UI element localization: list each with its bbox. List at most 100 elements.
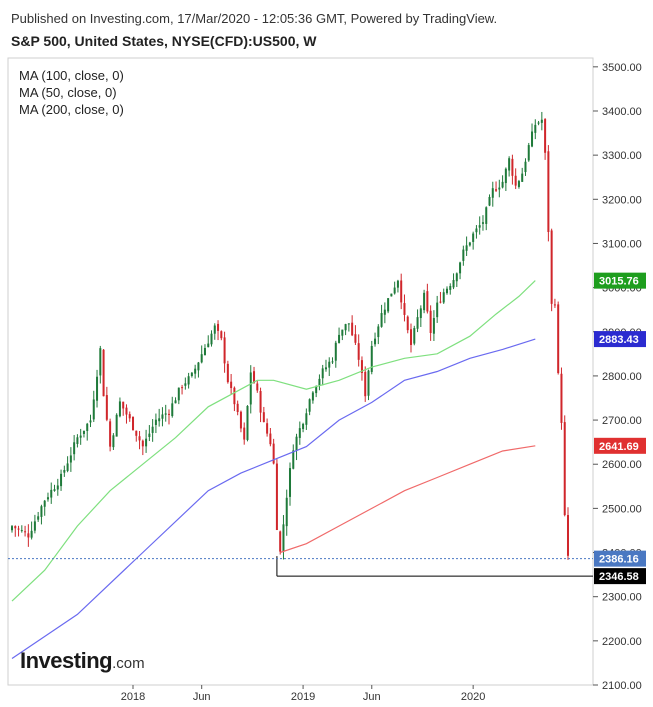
indicator-legend: MA (100, close, 0) MA (50, close, 0) MA …: [19, 67, 124, 118]
candle-body: [406, 316, 409, 331]
candle-body: [181, 387, 184, 389]
price-label: 3015.76: [599, 276, 639, 288]
candle-body: [86, 423, 89, 431]
candle-body: [488, 196, 491, 206]
candle-body: [360, 360, 363, 373]
candle-body: [132, 416, 135, 431]
candle-body: [387, 298, 390, 312]
candle-body: [298, 428, 301, 438]
candle-body: [308, 399, 311, 412]
ma100-line: [11, 338, 536, 659]
plot-frame: [7, 57, 594, 686]
candle-body: [158, 418, 161, 422]
candle-body: [341, 329, 344, 336]
price-label-box: [594, 550, 646, 567]
candle-body: [380, 313, 383, 327]
candle-body: [390, 293, 393, 297]
candle-body: [112, 435, 115, 448]
legend-ma100[interactable]: MA (100, close, 0): [19, 68, 124, 83]
candle-body: [315, 386, 318, 394]
candle-body: [292, 450, 295, 469]
price-label: 2386.16: [599, 554, 639, 566]
candle-body: [432, 318, 435, 334]
candle-body: [118, 401, 121, 417]
candle-body: [439, 301, 442, 303]
candle-body: [145, 438, 148, 447]
candle-body: [504, 168, 507, 184]
candle-body: [272, 443, 275, 464]
price-label: 2346.58: [599, 571, 639, 583]
candle-body: [370, 345, 373, 372]
x-tick-label: 2019: [291, 691, 315, 703]
candle-body: [560, 373, 563, 423]
candle-body: [154, 419, 157, 425]
legend-ma50[interactable]: MA (50, close, 0): [19, 85, 117, 100]
candle-body: [53, 489, 56, 491]
candle-body: [125, 407, 128, 415]
candle-body: [174, 400, 177, 404]
price-label: 2641.69: [599, 441, 639, 453]
candle-body: [285, 497, 288, 527]
candle-body: [249, 372, 252, 405]
legend-ma200[interactable]: MA (200, close, 0): [19, 102, 124, 117]
candle-body: [357, 343, 360, 360]
candle-body: [76, 437, 79, 444]
candle-body: [331, 361, 334, 363]
y-tick-label: 2200.00: [602, 636, 642, 648]
candle-body: [63, 470, 66, 473]
candle-body: [383, 309, 386, 315]
candle-body: [187, 376, 190, 385]
candle-body: [416, 317, 419, 329]
candle-body: [328, 361, 331, 368]
candle-body: [161, 414, 164, 419]
candle-body: [334, 342, 337, 361]
candle-body: [256, 383, 259, 391]
y-tick-label: 2500.00: [602, 503, 642, 515]
candle-body: [33, 521, 36, 531]
candle-body: [462, 249, 465, 261]
price-label-box: [594, 331, 646, 348]
x-tick-label: 2020: [461, 691, 485, 703]
candle-body: [151, 426, 154, 433]
x-tick-label: Jun: [363, 691, 381, 703]
candle-body: [445, 288, 448, 294]
candle-body: [24, 531, 27, 533]
candle-body: [56, 485, 59, 490]
candle-body: [207, 343, 210, 348]
candle-body: [318, 378, 321, 386]
price-label-box: [594, 437, 646, 454]
candle-body: [66, 463, 69, 471]
candle-body: [377, 326, 380, 338]
candle-body: [89, 420, 92, 423]
candle-body: [527, 145, 530, 161]
candle-body: [266, 423, 269, 434]
candle-body: [498, 187, 501, 190]
candle-body: [338, 334, 341, 343]
candle-body: [220, 331, 223, 339]
candle-body: [403, 303, 406, 315]
y-tick-label: 2800.00: [602, 371, 642, 383]
price-label-box: [594, 568, 646, 585]
candle-body: [69, 455, 72, 463]
candle-body: [138, 436, 141, 441]
y-tick-label: 2700.00: [602, 415, 642, 427]
candle-body: [540, 119, 543, 123]
candle-body: [253, 371, 256, 383]
candle-body: [259, 391, 262, 413]
candle-body: [508, 158, 511, 171]
candle-body: [40, 506, 43, 517]
candle-body: [50, 489, 53, 498]
candle-body: [393, 287, 396, 294]
candle-body: [410, 329, 413, 345]
candle-body: [419, 308, 422, 319]
candle-body: [553, 304, 556, 306]
candle-body: [374, 338, 377, 345]
candle-body: [468, 242, 471, 246]
y-tick-label: 3200.00: [602, 194, 642, 206]
candle-body: [279, 531, 282, 552]
candle-body: [20, 530, 23, 532]
x-tick-label: Jun: [193, 691, 211, 703]
candle-body: [423, 292, 426, 311]
published-note: Published on Investing.com, 17/Mar/2020 …: [11, 11, 498, 26]
